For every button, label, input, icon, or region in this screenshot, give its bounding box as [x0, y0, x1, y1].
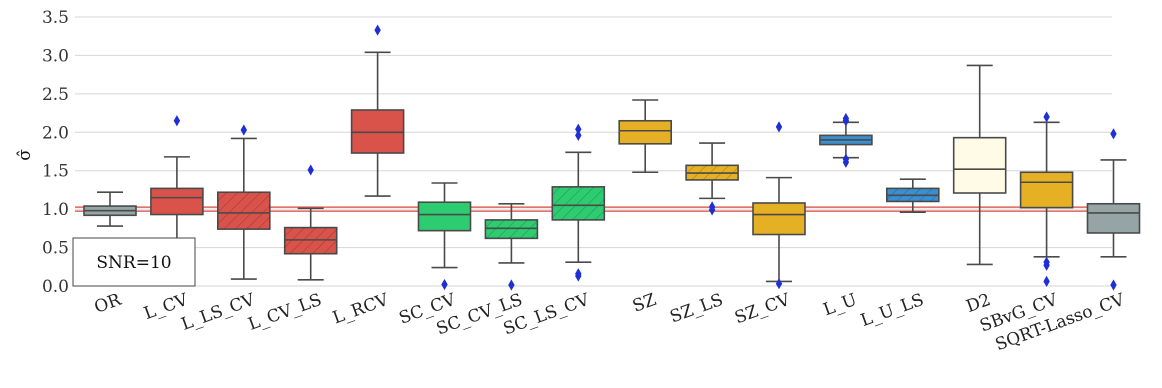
snr-annotation: SNR=10 — [72, 237, 196, 287]
y-tick-label: 0.0 — [42, 277, 69, 297]
outlier-point — [842, 153, 850, 165]
box-sc-cv-ls — [484, 202, 539, 291]
x-tick-labels: OR L_CVL_LS_CVL_CV_LS L_RCV SC_CVSC_CV_LSSC… — [92, 289, 1128, 355]
box-hatch — [552, 186, 605, 220]
outlier-point — [775, 278, 783, 290]
x-tick-label: SZ — [630, 290, 659, 317]
outlier-point — [307, 164, 314, 176]
outlier-point — [441, 278, 448, 291]
box-sqrt-lasso-cv — [1086, 128, 1141, 291]
outlier-point — [173, 115, 181, 127]
y-tick-label: 3.0 — [42, 46, 69, 66]
x-tick-label: L_CV_LS — [246, 290, 325, 335]
outlier-point — [508, 279, 515, 291]
y-tick-label: 1.0 — [42, 200, 69, 220]
box-l-ls-cv — [217, 124, 271, 280]
x-tick-label: OR — [92, 289, 125, 317]
box-body — [417, 201, 472, 232]
outlier-point — [1043, 275, 1050, 287]
y-tick-label: 2.5 — [42, 85, 69, 105]
box-d2 — [952, 64, 1007, 266]
box-l-cv — [150, 115, 204, 245]
box-l-u-ls — [885, 178, 940, 214]
outlier-point — [708, 201, 716, 213]
box-sz-ls — [685, 142, 739, 216]
outlier-point — [1110, 279, 1117, 291]
x-tick-label: L_U — [821, 290, 860, 320]
box-sz-cv — [752, 121, 806, 290]
box-body — [952, 136, 1007, 194]
box-sbvg-cv — [1019, 111, 1074, 287]
outlier-point — [775, 121, 783, 133]
outlier-point — [1043, 111, 1050, 123]
box-body — [752, 202, 806, 236]
x-tick-label: L_LS_CV — [179, 290, 258, 335]
outlier-point — [374, 24, 381, 36]
y-tick-label: 2.0 — [42, 123, 69, 143]
box-sc-cv — [417, 182, 472, 291]
outlier-point — [240, 124, 247, 136]
y-tick-labels: 0.0 0.5 1.0 1.5 2.0 2.5 3.0 3.5 — [42, 8, 69, 297]
box-l-rcv — [350, 24, 405, 197]
outlier-point — [575, 268, 582, 280]
outlier-point — [1043, 256, 1050, 268]
outlier-point — [842, 112, 850, 125]
box-body — [1086, 202, 1141, 234]
snr-annotation-text: SNR=10 — [96, 253, 171, 273]
box-body — [618, 119, 673, 145]
outlier-point — [1110, 128, 1117, 140]
x-tick-label: SZ_LS — [667, 290, 725, 328]
snr-annotation-box — [72, 237, 196, 287]
boxes — [83, 24, 1141, 291]
outlier-point — [575, 123, 582, 135]
box-body — [1019, 171, 1074, 209]
box-or — [83, 191, 137, 227]
x-tick-label: SZ_CV — [732, 290, 793, 329]
y-tick-label: 1.5 — [42, 162, 69, 182]
box-l-cv-ls — [283, 164, 338, 281]
box-sz — [618, 99, 673, 174]
y-axis-label: σ̂ — [15, 149, 35, 161]
y-tick-label: 3.5 — [42, 8, 69, 28]
y-tick-label: 0.5 — [42, 239, 69, 259]
box-body — [150, 187, 204, 216]
box-l-u — [819, 112, 873, 168]
box-hatch — [217, 192, 270, 230]
outlier-point — [575, 129, 582, 141]
box-sc-ls-cv — [551, 123, 606, 282]
x-tick-label: L_U_LS — [858, 290, 926, 331]
x-tick-label: L_RCV — [330, 290, 392, 329]
